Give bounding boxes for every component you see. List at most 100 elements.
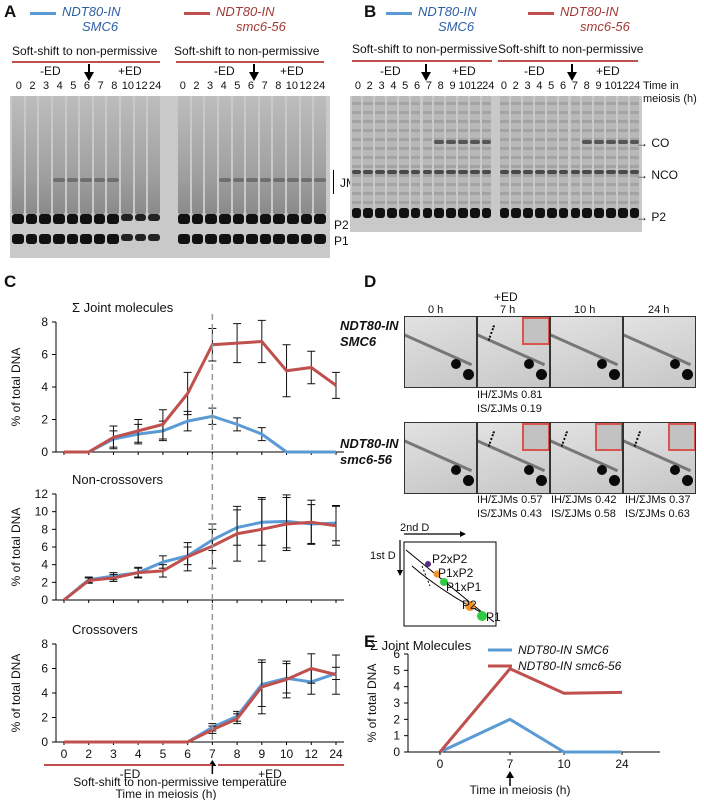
gel-smear [558, 96, 569, 214]
blot-arc [624, 330, 692, 367]
gel-smear [434, 96, 445, 214]
gel-smear [134, 96, 147, 214]
y-tick-label: 3 [393, 696, 400, 710]
y-tick-label: 4 [41, 686, 48, 700]
series-line [63, 520, 337, 602]
gel-band-nco [499, 170, 510, 174]
blot-spot [682, 475, 693, 486]
lane-label: 10 [285, 80, 299, 92]
gel-band [134, 234, 147, 241]
lane-label: 5 [548, 80, 555, 92]
gel-band [66, 214, 79, 224]
plus-ed-b-left: +ED [452, 64, 476, 78]
lane-label: 4 [390, 80, 397, 92]
gel-smear [52, 96, 65, 214]
gel-band-nco [558, 170, 569, 174]
gel-band-jm [232, 178, 245, 182]
lane-label: 24 [149, 80, 162, 92]
gel-band [300, 234, 313, 244]
lane-label: 2 [512, 80, 519, 92]
gel-smear [570, 96, 581, 214]
y-tick-label: 6 [393, 647, 400, 661]
gel-smear [80, 96, 92, 214]
gel-smear [287, 96, 299, 214]
lane-label: 7 [97, 80, 104, 92]
blot-arc [405, 330, 473, 367]
gel-band-jm [273, 178, 286, 182]
gel-smear [191, 96, 204, 214]
y-tick-label: 2 [41, 413, 48, 427]
gel-band [134, 214, 147, 221]
gel-band-nco [458, 170, 468, 174]
gel-band [52, 234, 65, 244]
series-line [63, 519, 337, 602]
gel-smear [511, 96, 522, 214]
gel-smear [314, 96, 326, 214]
lane-label: 12 [299, 80, 312, 92]
blot-spot [536, 475, 547, 486]
blot-panel [550, 316, 623, 388]
minus-ed-a-left: -ED [40, 64, 61, 78]
gel-band-nco [469, 170, 480, 174]
lane-label: 6 [414, 80, 421, 92]
gel-band [232, 214, 245, 224]
lane-label: 3 [524, 80, 531, 92]
plus-ed-b-right: +ED [596, 64, 620, 78]
blot-spot [451, 359, 461, 369]
gel-smear [629, 96, 640, 214]
lane-label: 7 [571, 80, 578, 92]
mut-ih-7: IH/ΣJMs 0.57 [477, 494, 543, 506]
blot-inset [668, 423, 695, 451]
y-tick-label: 6 [41, 348, 48, 362]
label-nco: → NCO [636, 168, 678, 182]
y-tick-label: 1 [393, 729, 400, 743]
lane-label: 7 [425, 80, 432, 92]
gel-band-nco [410, 170, 421, 174]
lane-label: 7 [261, 80, 268, 92]
minus-ed-b-left: -ED [380, 64, 401, 78]
d-row2-line2: smc6-56 [340, 452, 393, 467]
gel-smear [148, 96, 160, 214]
d-row2-line1: NDT80-IN [340, 436, 399, 451]
red-line-a-left [12, 61, 160, 63]
d-time-10: 10 h [574, 304, 596, 316]
gel-band [314, 214, 326, 224]
lane-label: 8 [583, 80, 590, 92]
legend-swatch-wt [30, 12, 56, 15]
gel-band-p2 [458, 208, 468, 218]
gel-band-nco [617, 170, 628, 174]
legend-mut-line2: smc6-56 [236, 19, 286, 34]
chart-title: Σ Joint Molecules [370, 640, 472, 653]
lane-label: 6 [83, 80, 91, 92]
shift-arrowhead [506, 771, 514, 778]
gel-smear [375, 96, 385, 214]
lane-label: 3 [43, 80, 50, 92]
x-tick-label: 8 [234, 747, 241, 761]
soft-shift-b-right: Soft-shift to non-permissive [498, 42, 644, 56]
series-line [64, 671, 337, 744]
gel-band-p2 [351, 208, 362, 218]
gel-band [191, 214, 204, 224]
series-line [438, 666, 623, 753]
gel-band-jm [314, 178, 326, 182]
gel-smear [446, 96, 456, 214]
gel-smear [606, 96, 616, 214]
x-tick-label: 0 [61, 747, 68, 761]
gel-band-co [617, 140, 628, 144]
panel-label-d: D [364, 272, 377, 291]
y-axis-label: % of total DNA [9, 348, 23, 427]
legend-entry: NDT80-IN SMC6 [518, 643, 609, 657]
gel-band-p2 [499, 208, 510, 218]
lane-label: 4 [56, 80, 63, 92]
gel-band-nco [422, 170, 433, 174]
x-tick-label: 10 [557, 757, 571, 771]
lane-label: 2 [29, 80, 36, 92]
gel-band [93, 214, 106, 224]
gel-band-nco [387, 170, 397, 174]
y-tick-label: 10 [35, 505, 49, 519]
gel-smear [535, 96, 545, 214]
lane-label: 6 [560, 80, 567, 92]
lane-label: 8 [275, 80, 282, 92]
blot-spot [463, 475, 474, 486]
